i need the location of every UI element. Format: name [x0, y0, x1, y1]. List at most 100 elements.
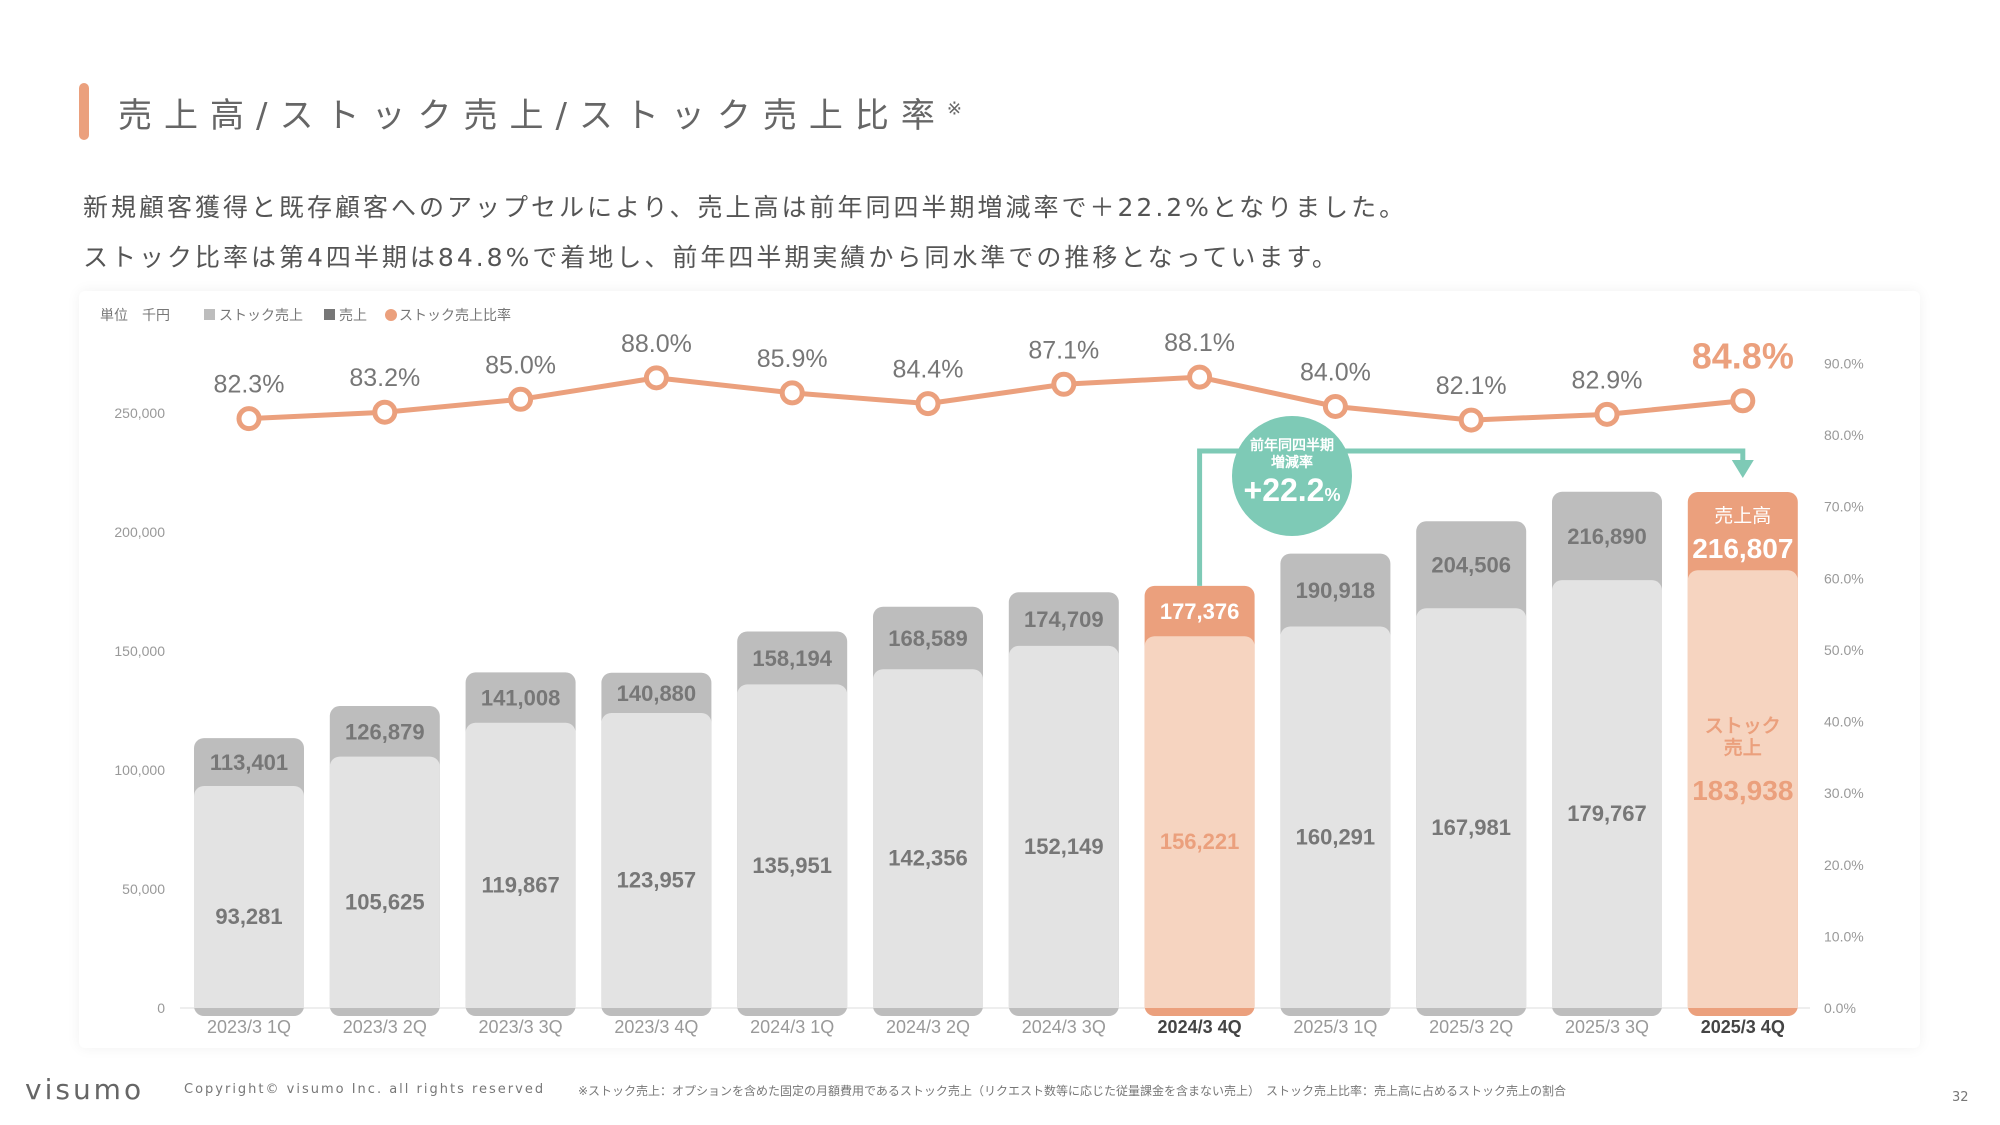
x-tick-label: 2024/3 3Q — [1022, 1017, 1106, 1037]
stock-value-label: 183,938 — [1692, 775, 1793, 806]
bar-stock-base — [194, 998, 304, 1008]
stock-value-label: 142,356 — [888, 846, 968, 871]
stock-value-label: 93,281 — [215, 904, 282, 929]
bar-stock-base — [1687, 998, 1798, 1008]
legend-stock: ストック売上 — [219, 307, 303, 323]
bar-stock — [194, 785, 304, 1008]
y2-tick-label: 70.0% — [1824, 499, 1864, 515]
bar-stock — [737, 684, 848, 1008]
x-tick-label: 2024/3 1Q — [750, 1017, 834, 1037]
ratio-point — [779, 380, 805, 406]
bar-stock-base — [737, 998, 848, 1008]
bar-stock-base — [873, 998, 983, 1008]
ratio-point — [1322, 393, 1348, 419]
x-tick-label: 2023/3 3Q — [479, 1017, 563, 1037]
bar-stock — [1687, 570, 1798, 1008]
visumo-logo: visumo — [25, 1073, 145, 1106]
y-tick-label: 250,000 — [114, 405, 165, 421]
ratio-point — [1051, 371, 1077, 397]
sales-value-label: 216,890 — [1567, 524, 1647, 549]
ratio-label: 88.0% — [621, 330, 692, 358]
y-tick-label: 200,000 — [114, 524, 165, 540]
x-tick-label: 2025/3 2Q — [1429, 1017, 1513, 1037]
page-title: 売上高/ストック売上/ストック売上比率※ — [118, 96, 963, 136]
ratio-point — [1594, 401, 1620, 427]
legend-swatch-sales — [324, 309, 335, 320]
ratio-label: 84.4% — [893, 356, 964, 384]
y2-tick-label: 0.0% — [1824, 1000, 1856, 1016]
growth-badge-value: +22.2% — [1244, 472, 1341, 508]
legend-swatch-stock — [204, 309, 215, 320]
sales-value-label: 190,918 — [1296, 578, 1376, 603]
ratio-label: 82.1% — [1436, 372, 1507, 400]
sales-value-label: 113,401 — [210, 750, 288, 775]
bar-stock-base — [601, 998, 712, 1008]
sales-value-label: 177,376 — [1160, 599, 1240, 624]
stock-value-label: 119,867 — [481, 872, 559, 897]
x-tick-label: 2025/3 4Q — [1701, 1017, 1785, 1037]
ratio-label: 84.8% — [1692, 336, 1794, 377]
ratio-label: 83.2% — [349, 364, 420, 392]
title-accent — [79, 83, 89, 140]
ratio-label: 85.9% — [757, 345, 828, 373]
sales-value-label: 174,709 — [1024, 607, 1104, 632]
bar-stock-base — [465, 998, 576, 1008]
y2-tick-label: 20.0% — [1824, 857, 1864, 873]
x-tick-label: 2023/3 2Q — [343, 1017, 427, 1037]
bar-stock — [1416, 608, 1527, 1008]
stock-value-label: 167,981 — [1431, 815, 1511, 840]
sales-label-title: 売上高 — [1714, 505, 1771, 527]
stock-value-label: 123,957 — [617, 867, 697, 892]
y-tick-label: 100,000 — [114, 762, 165, 778]
ratio-label: 82.3% — [214, 371, 285, 399]
y2-tick-label: 30.0% — [1824, 785, 1864, 801]
bar-stock-base — [1008, 998, 1119, 1008]
page-number: 32 — [1952, 1090, 1969, 1105]
bar-stock — [1008, 645, 1119, 1008]
bar-stock — [1552, 580, 1662, 1008]
subtitle-line-1: 新規顧客獲得と既存顧客へのアップセルにより、売上高は前年同四半期増減率で＋22.… — [83, 193, 1408, 222]
ratio-point — [372, 399, 398, 425]
bar-stock-base — [1552, 998, 1662, 1008]
growth-arrow-line — [1197, 448, 1746, 586]
bar-stock — [873, 669, 983, 1008]
x-tick-label: 2025/3 3Q — [1565, 1017, 1649, 1037]
subtitle-line-2: ストック比率は第4四半期は84.8%で着地し、前年四半期実績から同水準での推移と… — [83, 243, 1340, 272]
x-tick-label: 2023/3 1Q — [207, 1017, 291, 1037]
sales-value-label: 204,506 — [1431, 553, 1511, 578]
y2-tick-label: 60.0% — [1824, 570, 1864, 586]
stock-value-label: 135,951 — [752, 853, 832, 878]
bar-stock — [1144, 636, 1255, 1008]
ratio-point — [643, 365, 669, 391]
ratio-point — [1730, 388, 1756, 414]
y2-tick-label: 50.0% — [1824, 642, 1864, 658]
bar-stock — [329, 756, 440, 1008]
stock-value-label: 179,767 — [1567, 801, 1647, 826]
sales-value-label: 141,008 — [481, 686, 561, 711]
x-tick-label: 2023/3 4Q — [614, 1017, 698, 1037]
y-tick-label: 50,000 — [122, 881, 165, 897]
y2-tick-label: 90.0% — [1824, 356, 1864, 372]
ratio-label: 82.9% — [1572, 366, 1643, 394]
bar-stock-base — [329, 998, 440, 1008]
growth-badge — [1232, 416, 1352, 536]
x-tick-label: 2024/3 2Q — [886, 1017, 970, 1037]
bar-stock-base — [1280, 998, 1391, 1008]
ratio-label: 84.0% — [1300, 358, 1371, 386]
sales-value-label: 126,879 — [345, 719, 425, 744]
sales-value-label: 140,880 — [617, 681, 697, 706]
legend-swatch-ratio — [385, 309, 397, 321]
y-tick-label: 150,000 — [114, 643, 165, 659]
stock-value-label: 156,221 — [1160, 829, 1240, 854]
sales-value-label: 216,807 — [1692, 533, 1793, 564]
sales-value-label: 168,589 — [888, 626, 968, 651]
bar-stock — [601, 712, 712, 1008]
bar-stock-base — [1416, 998, 1527, 1008]
legend-ratio: ストック売上比率 — [399, 307, 511, 323]
x-tick-label: 2025/3 1Q — [1293, 1017, 1377, 1037]
y-tick-label: 0 — [157, 1000, 165, 1016]
ratio-point — [236, 406, 262, 432]
y2-tick-label: 40.0% — [1824, 714, 1864, 730]
bar-stock — [1280, 626, 1391, 1008]
